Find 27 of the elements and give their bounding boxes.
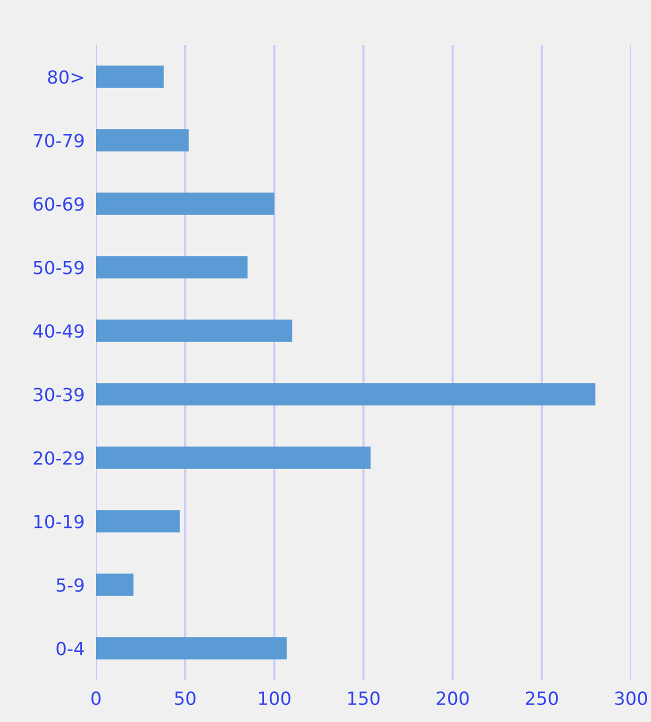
y-tick-label: 0-4 (56, 642, 84, 656)
y-tick-label: 10-19 (34, 514, 84, 528)
y-tick-label: 60-69 (34, 197, 84, 211)
y-tick-label: 80> (48, 70, 83, 84)
bar (96, 574, 134, 596)
x-tick-label: 100 (259, 691, 290, 706)
x-tick-label: 150 (348, 691, 380, 706)
bar (96, 383, 596, 406)
bar (96, 66, 164, 88)
y-tick-label: 70-79 (34, 134, 84, 148)
y-tick-label: 20-29 (34, 451, 84, 465)
y-tick-label: 50-59 (34, 260, 84, 274)
x-tick-label: 300 (615, 691, 648, 706)
bar (96, 320, 292, 342)
x-tick-label: 0 (91, 691, 101, 706)
y-tick-label: 5-9 (56, 578, 84, 592)
bar (96, 637, 287, 660)
bar (96, 510, 180, 532)
y-tick-label: 40-49 (33, 324, 84, 338)
bar (96, 256, 248, 278)
bar (96, 129, 189, 152)
x-tick-label: 200 (436, 691, 469, 706)
bar (96, 446, 371, 469)
bar (96, 192, 274, 215)
x-tick-label: 250 (526, 691, 558, 706)
y-tick-label: 30-39 (34, 388, 84, 402)
x-tick-label: 50 (175, 691, 196, 706)
